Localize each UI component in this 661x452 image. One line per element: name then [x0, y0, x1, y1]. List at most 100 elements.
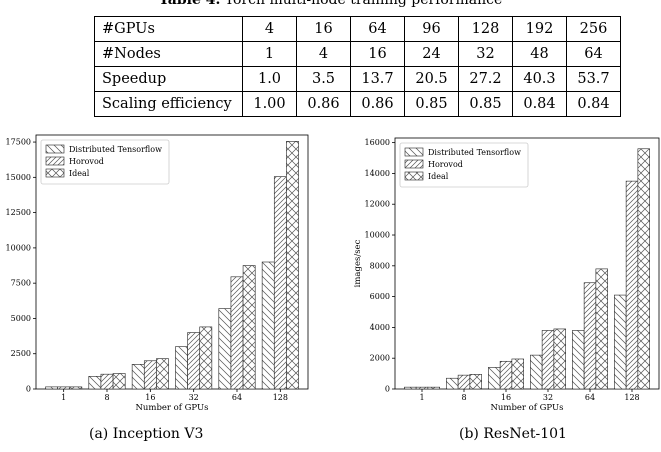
- y-tick-label: 2000: [370, 354, 390, 363]
- table-cell: 16: [350, 41, 405, 67]
- table-cell: 0.84: [566, 91, 621, 117]
- y-tick-label: 4000: [370, 323, 390, 332]
- table-caption-label: Table 4.: [158, 0, 221, 8]
- table-row-header: Scaling efficiency: [94, 91, 243, 117]
- bar-horovod: [143, 360, 157, 390]
- bar-horovod: [57, 386, 71, 390]
- bar-horovod: [230, 276, 244, 390]
- x-tick-label: 1: [61, 393, 66, 402]
- y-tick-label: 14000: [365, 169, 390, 178]
- y-tick-label: 8000: [370, 261, 390, 270]
- table-cell: 27.2: [458, 66, 513, 92]
- bar-horovod: [415, 386, 429, 390]
- chart-resnet-101-svg: 0 2000 4000 6000 8000 10000 12000 14000 16000 1 8 1…: [353, 137, 660, 413]
- table-cell: 0.86: [350, 91, 405, 117]
- table-row: #Nodes 1 4 16 24 32 48 64: [94, 41, 621, 67]
- x-tick-label: 32: [543, 393, 553, 402]
- bar-distributed-tensorflow: [572, 330, 585, 390]
- x-tick-label: 32: [189, 393, 199, 402]
- bar-distributed-tensorflow: [131, 364, 145, 390]
- bar-ideal: [637, 148, 650, 390]
- chart-inception-v3-svg: 0 2500 5000 7500 10000 12500 15000 17500 1 8 16 32 6…: [6, 134, 309, 413]
- table-caption-text: Torch multi-node training performance: [224, 0, 503, 8]
- table-row: Scaling efficiency 1.00 0.86 0.86 0.85 0.85 0.…: [94, 91, 621, 117]
- subcaption-b: (b) ResNet-101: [459, 426, 567, 442]
- table-row-header: Speedup: [94, 66, 243, 92]
- table-row: #GPUs 4 16 64 96 128 192 256: [94, 16, 621, 42]
- bar-distributed-tensorflow: [45, 386, 58, 390]
- bar-horovod: [187, 332, 201, 390]
- table-cell: 64: [350, 16, 405, 42]
- bar-distributed-tensorflow: [261, 261, 275, 390]
- table-cell: 0.85: [458, 91, 513, 117]
- table-cell: 48: [512, 41, 567, 67]
- x-tick-label: 16: [145, 393, 155, 402]
- table-cell: 1.00: [242, 91, 297, 117]
- x-tick-label: 1: [419, 393, 424, 402]
- bar-distributed-tensorflow: [218, 308, 232, 390]
- legend-swatch: [404, 171, 424, 181]
- x-tick-label: 8: [104, 393, 109, 402]
- legend-swatch: [45, 144, 65, 154]
- x-tick-label: 64: [585, 393, 595, 402]
- bar-horovod: [499, 360, 513, 390]
- legend-box: [40, 139, 170, 185]
- bar-ideal: [553, 328, 566, 390]
- y-tick-label: 7500: [11, 279, 31, 288]
- bar-ideal: [469, 374, 482, 390]
- table-cell: 128: [458, 16, 513, 42]
- bar-distributed-tensorflow: [175, 346, 188, 390]
- table-cell: 3.5: [296, 66, 351, 92]
- x-tick-label: 8: [461, 393, 466, 402]
- bar-ideal: [511, 358, 524, 390]
- bar-ideal: [199, 326, 213, 390]
- table-cell: 32: [458, 41, 513, 67]
- bar-horovod: [541, 330, 555, 390]
- legend-swatch: [404, 159, 424, 169]
- bar-distributed-tensorflow: [614, 294, 627, 390]
- bar-distributed-tensorflow: [488, 367, 501, 390]
- y-tick-label: 2500: [11, 349, 31, 358]
- y-tick-label: 6000: [370, 292, 390, 301]
- chart-inception-v3: 0 2500 5000 7500 10000 12500 15000 17500 1 8 16 32 6…: [0, 133, 310, 413]
- bar-distributed-tensorflow: [446, 377, 459, 390]
- chart-resnet-101: 0 2000 4000 6000 8000 10000 12000 14000 16000 1 8 1…: [345, 133, 661, 413]
- y-tick-label: 12500: [6, 208, 31, 217]
- table-cell: 4: [296, 41, 351, 67]
- table-cell: 256: [566, 16, 621, 42]
- table-row-header: #GPUs: [94, 16, 243, 42]
- table-cell: 64: [566, 41, 621, 67]
- table-cell: 96: [404, 16, 459, 42]
- table-cell: 192: [512, 16, 567, 42]
- subcaption-a: (a) Inception V3: [89, 426, 204, 442]
- y-tick-label: 0: [385, 385, 390, 394]
- y-tick-label: 15000: [6, 173, 31, 182]
- y-tick-label: 17500: [6, 138, 31, 147]
- table-caption: Table 4. Torch multi-node training perfo…: [0, 0, 661, 9]
- table-cell: 1: [242, 41, 297, 67]
- legend-swatch: [45, 168, 65, 178]
- bar-ideal: [156, 358, 169, 390]
- table-cell: 13.7: [350, 66, 405, 92]
- bar-horovod: [625, 180, 639, 390]
- legend-box: [399, 142, 529, 188]
- table-cell: 24: [404, 41, 459, 67]
- table-cell: 1.0: [242, 66, 297, 92]
- table-cell: 0.85: [404, 91, 459, 117]
- legend-label: Ideal: [428, 172, 449, 181]
- table-cell: 40.3: [512, 66, 567, 92]
- table-cell: 4: [242, 16, 297, 42]
- y-axis-label: images/sec: [353, 239, 363, 287]
- x-axis-label: Number of GPUs: [490, 403, 563, 413]
- bar-ideal: [112, 373, 126, 390]
- x-tick-label: 128: [273, 393, 288, 402]
- y-tick-label: 10000: [6, 243, 31, 252]
- x-axis-label: Number of GPUs: [135, 403, 208, 413]
- bar-horovod: [273, 176, 287, 390]
- y-tick-label: 5000: [11, 314, 31, 323]
- bar-ideal: [286, 141, 299, 390]
- bar-distributed-tensorflow: [88, 376, 102, 390]
- x-tick-label: 128: [624, 393, 639, 402]
- bar-horovod: [457, 374, 471, 390]
- performance-table: #GPUs 4 16 64 96 128 192 256 #Nodes 1 4 16 24 32 48 64 S…: [94, 16, 621, 117]
